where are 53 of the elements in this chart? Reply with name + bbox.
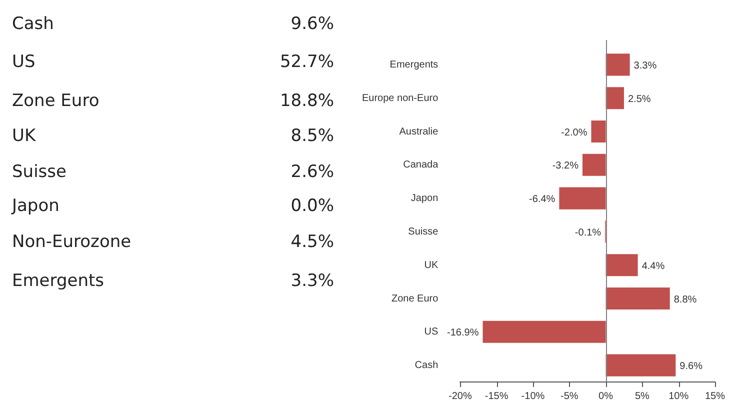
category-label: Non-Eurozone — [12, 232, 132, 252]
y-tick-label: Cash — [414, 360, 438, 372]
x-tick-label: -10% — [521, 390, 545, 402]
x-tick-label: 15% — [704, 390, 726, 402]
category-label: UK — [12, 126, 36, 146]
bar — [582, 154, 606, 176]
y-tick-label: Australie — [399, 126, 439, 138]
category-label: Cash — [12, 14, 54, 34]
x-tick-label: -15% — [484, 390, 508, 402]
data-label: -6.4% — [529, 194, 556, 206]
category-label: Suisse — [12, 162, 66, 182]
data-label: 9.6% — [680, 361, 703, 372]
data-label: 8.8% — [674, 294, 697, 306]
text: 2.6% — [290, 162, 334, 182]
y-tick-label: Japon — [410, 193, 438, 204]
data-label: 3.3% — [634, 60, 657, 72]
y-tick-label: US — [424, 326, 438, 338]
data-label: -16.9% — [447, 328, 479, 339]
bar — [606, 287, 670, 310]
y-tick-label: Canada — [403, 160, 439, 171]
bar — [482, 320, 606, 343]
text: 0.0% — [290, 196, 334, 216]
text: 18.8% — [280, 91, 334, 111]
category-label: Japon — [12, 196, 60, 216]
y-tick-label: Emergents — [390, 59, 438, 70]
y-tick-label: UK — [424, 260, 438, 271]
text: 3.3% — [290, 271, 334, 291]
text: 8.5% — [290, 126, 334, 146]
y-tick-label: Europe non-Euro — [362, 92, 439, 104]
data-label: -2.0% — [561, 127, 588, 138]
bar — [606, 254, 638, 276]
data-label: -3.2% — [552, 160, 579, 172]
bar — [606, 54, 630, 76]
x-tick-label: 10% — [668, 390, 689, 402]
text: 52.7% — [280, 52, 334, 72]
text: 9.6% — [290, 14, 334, 34]
y-tick-label: Zone Euro — [391, 293, 439, 304]
x-tick-label: -5% — [560, 390, 578, 402]
text: 4.5% — [290, 232, 334, 252]
x-tick-label: -20% — [448, 390, 472, 402]
bar — [591, 120, 606, 143]
data-label: -0.1% — [574, 227, 602, 238]
bar — [606, 87, 624, 110]
data-label: 2.5% — [628, 94, 651, 105]
category-label: Emergents — [12, 271, 104, 291]
data-label: 4.4% — [642, 260, 665, 272]
bar — [559, 187, 606, 210]
y-tick-label: Suisse — [408, 226, 439, 238]
x-tick-label: 0% — [598, 390, 614, 402]
bar — [606, 354, 676, 376]
category-label: Zone Euro — [12, 91, 100, 111]
category-label: US — [12, 52, 36, 72]
x-tick-label: 5% — [634, 390, 650, 402]
